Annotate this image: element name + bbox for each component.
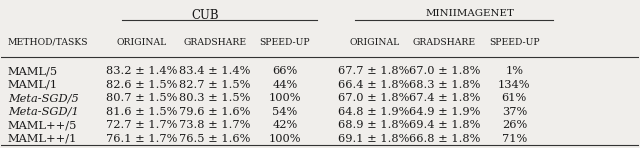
Text: 80.7 ± 1.5%: 80.7 ± 1.5% (106, 93, 177, 103)
Text: 1%: 1% (506, 66, 524, 76)
Text: 69.1 ± 1.8%: 69.1 ± 1.8% (339, 133, 410, 144)
Text: METHOD/TASKS: METHOD/TASKS (8, 38, 88, 47)
Text: 67.0 ± 1.8%: 67.0 ± 1.8% (408, 66, 480, 76)
Text: 26%: 26% (502, 120, 527, 130)
Text: 44%: 44% (273, 79, 298, 90)
Text: 66%: 66% (273, 66, 298, 76)
Text: 64.8 ± 1.9%: 64.8 ± 1.9% (339, 107, 410, 116)
Text: MINIIMAGENET: MINIIMAGENET (426, 9, 514, 18)
Text: GRADSHARE: GRADSHARE (183, 38, 246, 47)
Text: MAML/1: MAML/1 (8, 79, 58, 90)
Text: 61%: 61% (502, 93, 527, 103)
Text: 66.8 ± 1.8%: 66.8 ± 1.8% (408, 133, 480, 144)
Text: 134%: 134% (498, 79, 531, 90)
Text: MAML/5: MAML/5 (8, 66, 58, 76)
Text: 76.5 ± 1.6%: 76.5 ± 1.6% (179, 133, 250, 144)
Text: 83.4 ± 1.4%: 83.4 ± 1.4% (179, 66, 250, 76)
Text: GRADSHARE: GRADSHARE (413, 38, 476, 47)
Text: 82.6 ± 1.5%: 82.6 ± 1.5% (106, 79, 177, 90)
Text: 64.9 ± 1.9%: 64.9 ± 1.9% (408, 107, 480, 116)
Text: 67.7 ± 1.8%: 67.7 ± 1.8% (339, 66, 410, 76)
Text: 42%: 42% (273, 120, 298, 130)
Text: 100%: 100% (269, 93, 301, 103)
Text: 72.7 ± 1.7%: 72.7 ± 1.7% (106, 120, 177, 130)
Text: 69.4 ± 1.8%: 69.4 ± 1.8% (408, 120, 480, 130)
Text: 79.6 ± 1.6%: 79.6 ± 1.6% (179, 107, 250, 116)
Text: MAML++/1: MAML++/1 (8, 133, 77, 144)
Text: 71%: 71% (502, 133, 527, 144)
Text: ORIGINAL: ORIGINAL (349, 38, 399, 47)
Text: 67.0 ± 1.8%: 67.0 ± 1.8% (339, 93, 410, 103)
Text: Meta-SGD/1: Meta-SGD/1 (8, 107, 79, 116)
Text: 80.3 ± 1.5%: 80.3 ± 1.5% (179, 93, 250, 103)
Text: 73.8 ± 1.7%: 73.8 ± 1.7% (179, 120, 250, 130)
Text: 66.4 ± 1.8%: 66.4 ± 1.8% (339, 79, 410, 90)
Text: 100%: 100% (269, 133, 301, 144)
Text: MAML++/5: MAML++/5 (8, 120, 77, 130)
Text: ORIGINAL: ORIGINAL (116, 38, 166, 47)
Text: 76.1 ± 1.7%: 76.1 ± 1.7% (106, 133, 177, 144)
Text: 82.7 ± 1.5%: 82.7 ± 1.5% (179, 79, 250, 90)
Text: CUB: CUB (191, 9, 219, 22)
Text: 54%: 54% (273, 107, 298, 116)
Text: 83.2 ± 1.4%: 83.2 ± 1.4% (106, 66, 177, 76)
Text: 67.4 ± 1.8%: 67.4 ± 1.8% (408, 93, 480, 103)
Text: SPEED-UP: SPEED-UP (260, 38, 310, 47)
Text: 68.3 ± 1.8%: 68.3 ± 1.8% (408, 79, 480, 90)
Text: Meta-SGD/5: Meta-SGD/5 (8, 93, 79, 103)
Text: 68.9 ± 1.8%: 68.9 ± 1.8% (339, 120, 410, 130)
Text: 81.6 ± 1.5%: 81.6 ± 1.5% (106, 107, 177, 116)
Text: 37%: 37% (502, 107, 527, 116)
Text: SPEED-UP: SPEED-UP (489, 38, 540, 47)
